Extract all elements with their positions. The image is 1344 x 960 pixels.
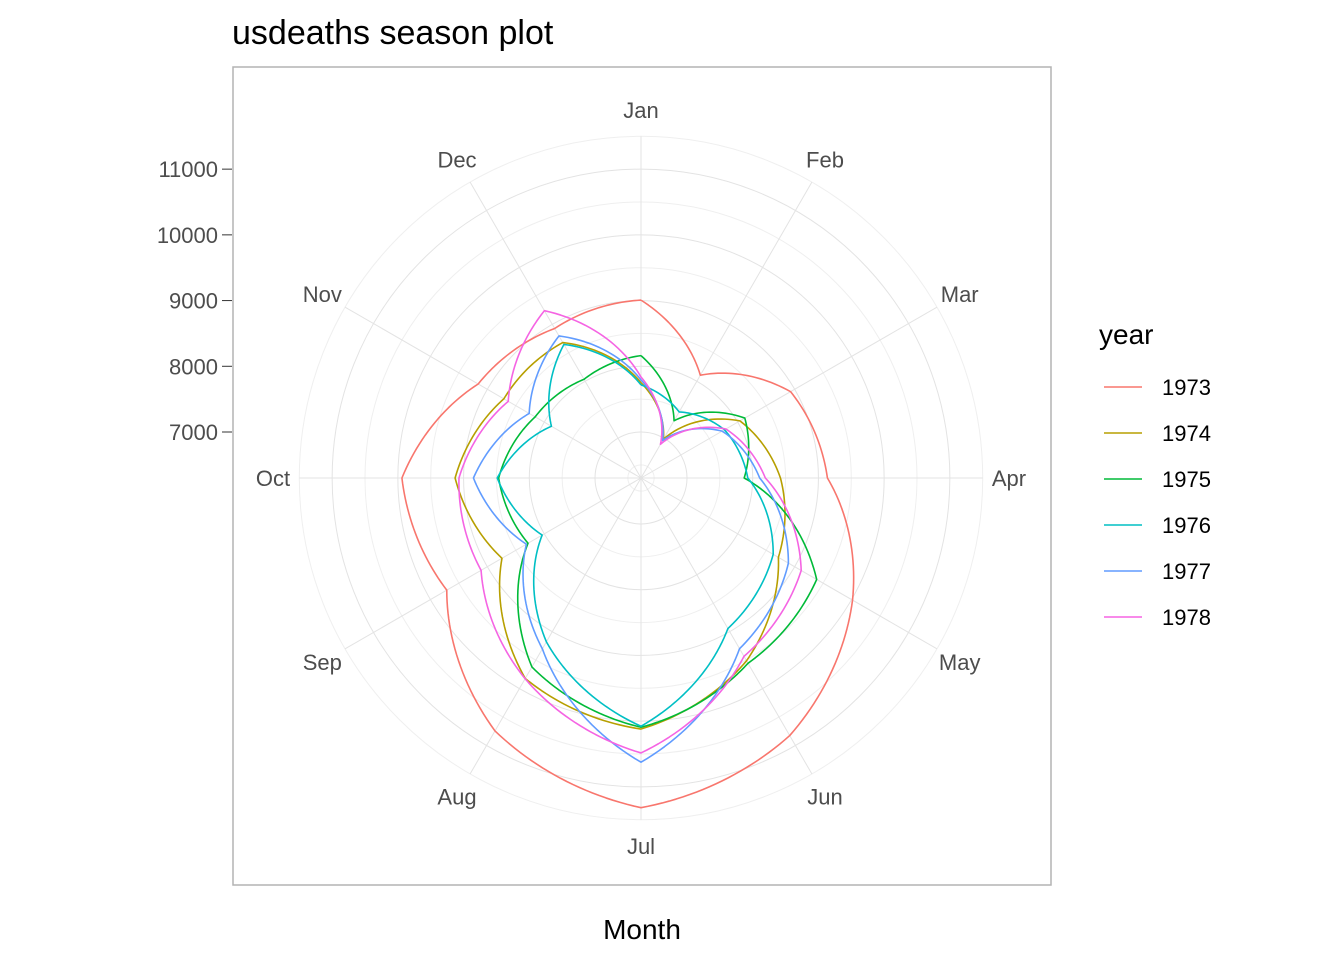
legend-label-1976: 1976	[1162, 513, 1211, 538]
y-axis: 7000 8000 9000 10000 11000	[157, 157, 232, 445]
chart-title: usdeaths season plot	[232, 14, 554, 52]
y-tick-label: 8000	[169, 354, 218, 379]
legend-label-1974: 1974	[1162, 421, 1211, 446]
legend-label-1977: 1977	[1162, 559, 1211, 584]
panel-border	[232, 66, 1052, 886]
y-tick-label: 7000	[169, 420, 218, 445]
month-label: Apr	[992, 466, 1026, 491]
month-labels: Jan Feb Mar Apr May Jun Jul Aug Sep Oct Nov Dec	[256, 98, 1026, 859]
month-label: May	[939, 650, 981, 675]
legend-label-1978: 1978	[1162, 605, 1211, 630]
series-line-1974	[454, 341, 786, 730]
series-line-1977	[472, 335, 790, 764]
grid-spoke	[344, 477, 642, 650]
grid-spoke	[640, 477, 813, 775]
month-label: Dec	[437, 147, 476, 172]
month-label: Oct	[256, 466, 290, 491]
series-line-1976	[496, 343, 774, 728]
legend: year 1973 1974 1975 1976 1977 1978	[1099, 319, 1211, 630]
series-line-1978	[458, 309, 802, 754]
legend-title: year	[1099, 319, 1153, 350]
month-label: Jan	[623, 98, 658, 123]
month-label: Mar	[941, 282, 979, 307]
legend-label-1973: 1973	[1162, 375, 1211, 400]
month-label: Jun	[807, 785, 842, 810]
y-tick-label: 11000	[158, 157, 218, 182]
series-line-1975	[497, 354, 818, 729]
month-label: Aug	[437, 785, 476, 810]
series-line-1973	[401, 299, 855, 809]
grid-spoke	[344, 306, 642, 479]
grid-spoke	[640, 306, 938, 479]
month-label: Feb	[806, 147, 844, 172]
y-tick-label: 9000	[169, 289, 218, 314]
grid-spoke	[640, 181, 813, 479]
grid-spoke	[469, 181, 642, 479]
month-label: Jul	[627, 834, 655, 859]
grid-spoke	[469, 477, 642, 775]
month-label: Nov	[303, 282, 342, 307]
legend-label-1975: 1975	[1162, 467, 1211, 492]
y-tick-label: 10000	[157, 223, 218, 248]
x-axis-title: Month	[603, 914, 681, 945]
month-label: Sep	[303, 650, 342, 675]
series-lines	[401, 299, 855, 809]
